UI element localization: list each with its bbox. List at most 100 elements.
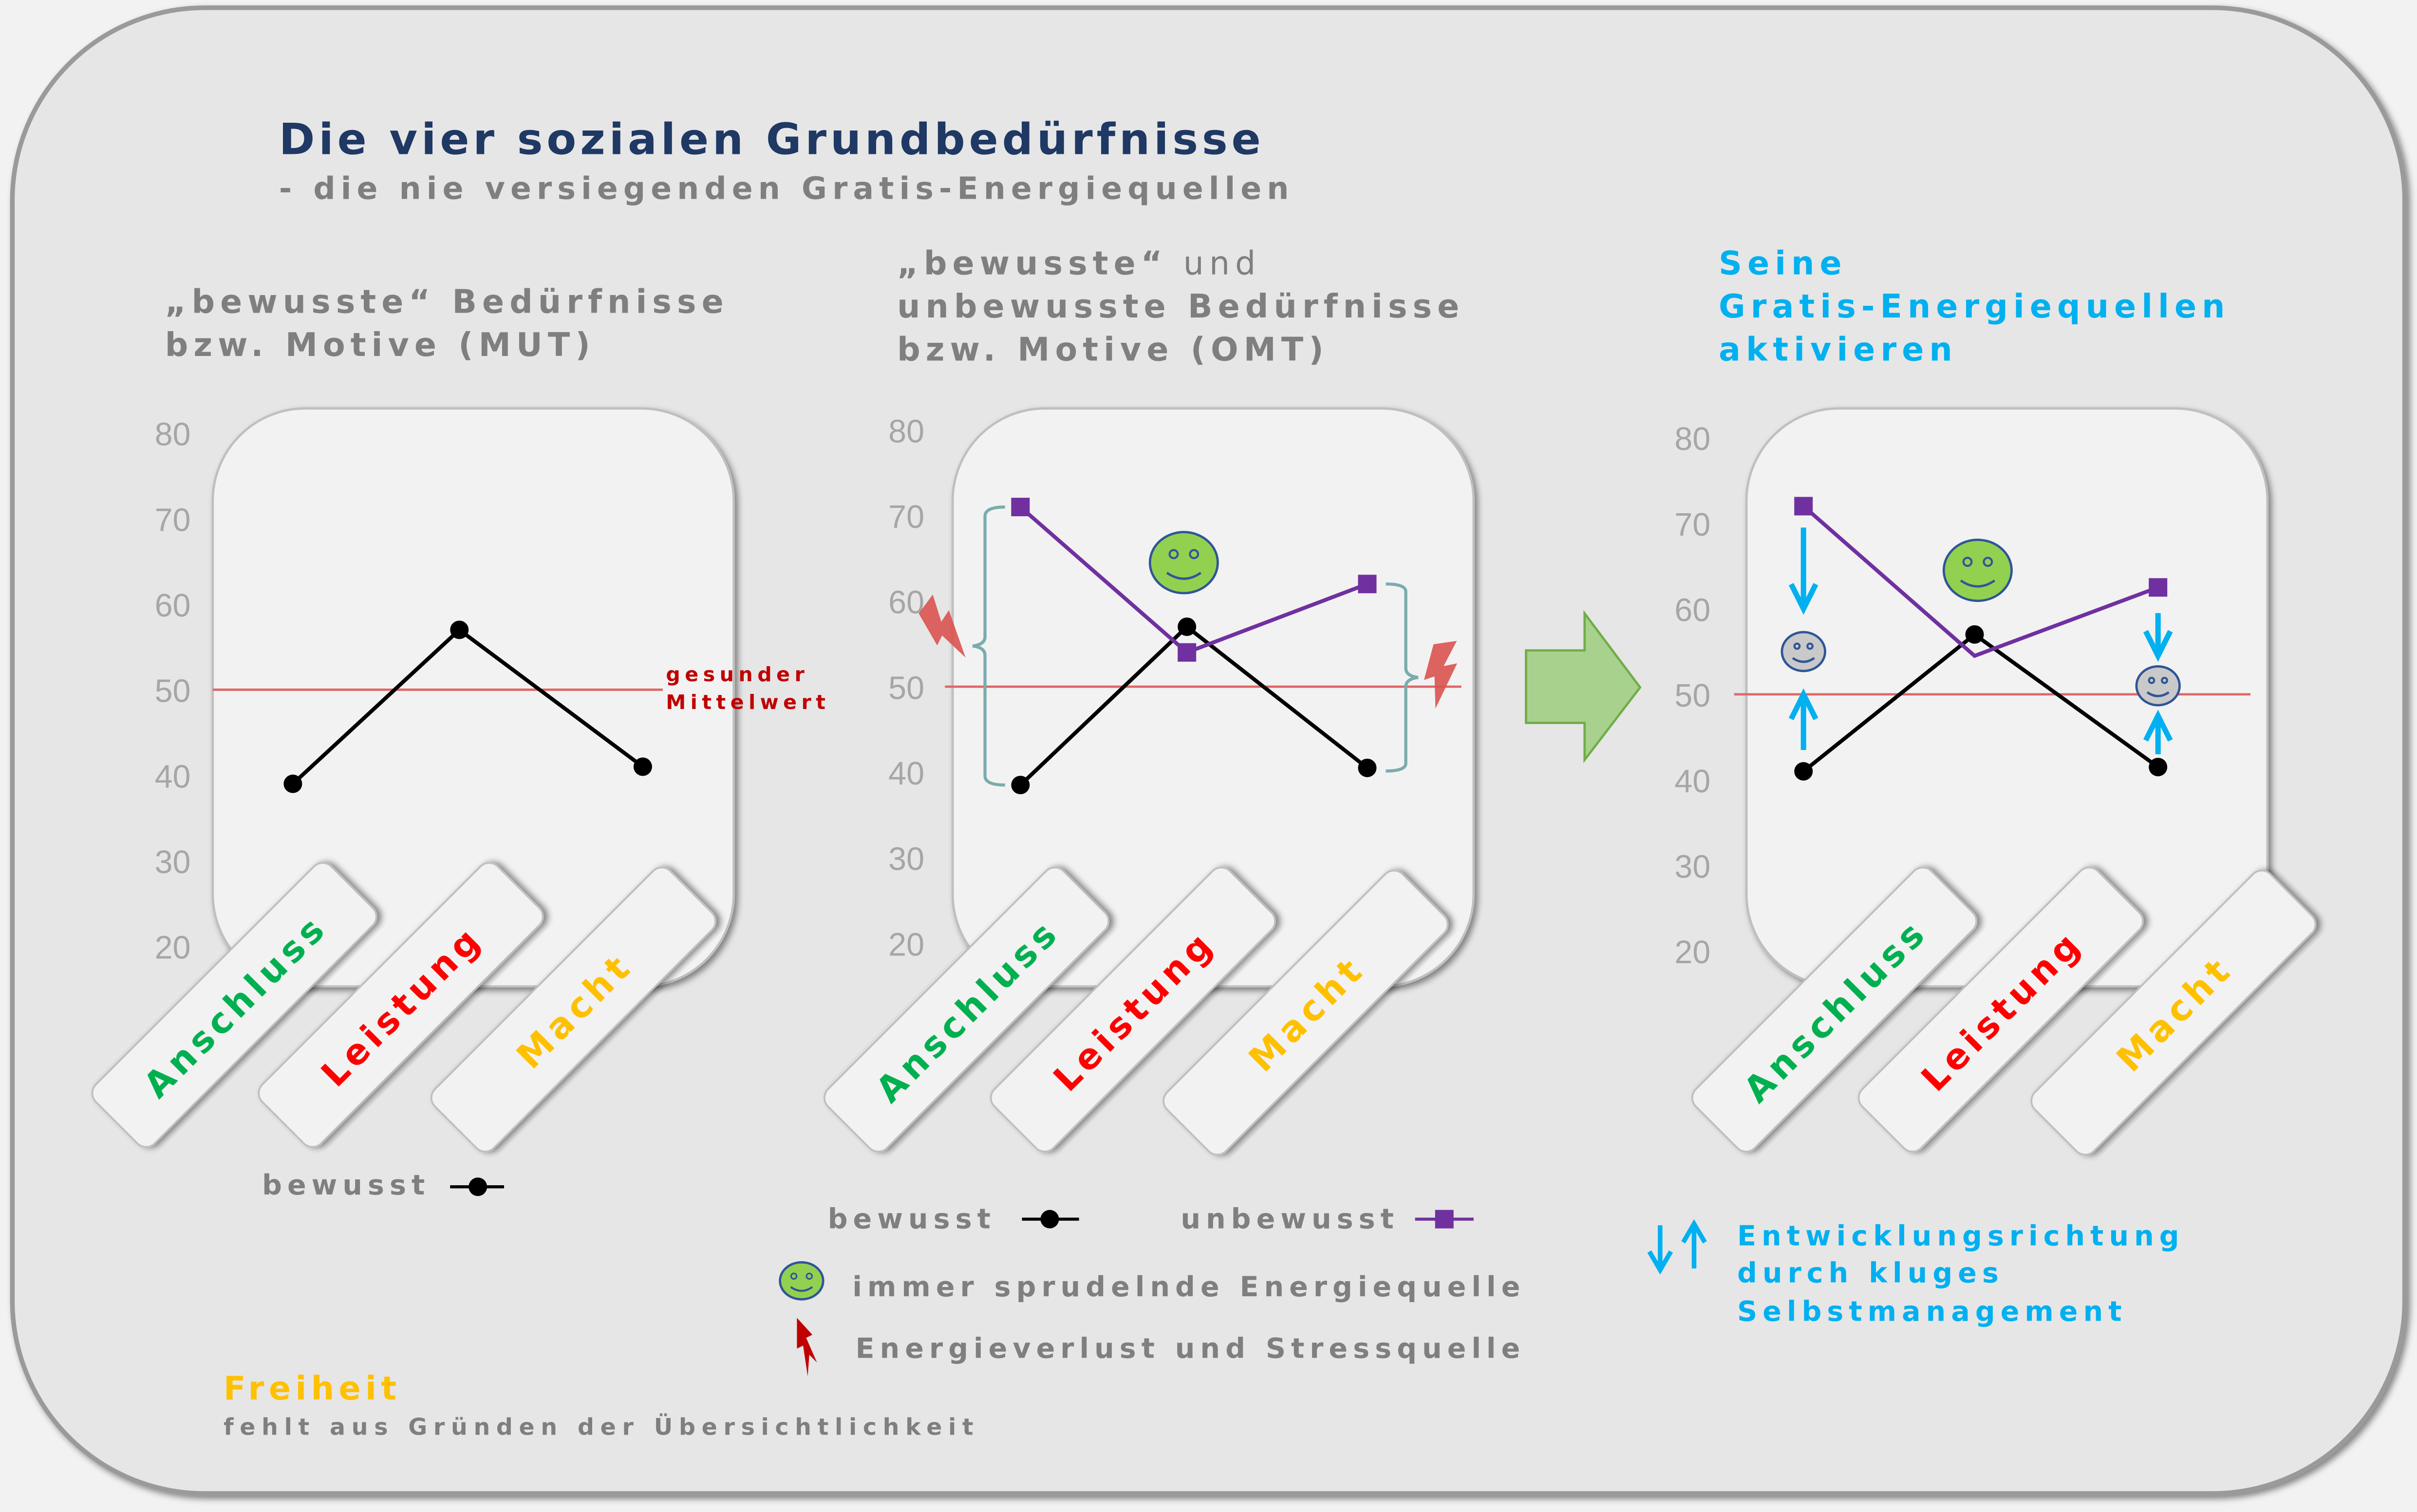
smiley-eye [1806, 642, 1814, 650]
chart3-ytick-label: 20 [1674, 934, 1710, 971]
chart1-ytick-label: 20 [155, 930, 191, 966]
panel2-heading-line2: unbewusste Bedürfnisse [897, 287, 1464, 325]
category-card-bg [1162, 869, 1449, 1156]
chart2-ytick-label: 50 [888, 670, 924, 706]
smiley-face [1780, 631, 1826, 672]
chart3-ytick-label: 50 [1674, 678, 1710, 714]
smiley-icon [779, 1261, 824, 1301]
smiley-face [1148, 531, 1219, 595]
smiley-eye [1962, 557, 1973, 567]
legend1-bewusst-label: bewusst [262, 1169, 430, 1201]
chart2-ytick-label: 80 [888, 413, 924, 449]
smiley-mouth [1792, 657, 1815, 663]
category-card-bg [2030, 869, 2317, 1156]
smiley-eye [2148, 676, 2155, 684]
chart3-bewusst-point-anschluss [1794, 762, 1813, 781]
chart3-energy-smiley-icon [1942, 539, 2013, 602]
chart2-ytick-label: 20 [888, 927, 924, 963]
smiley-mouth [2146, 691, 2170, 697]
chart2-left-brace [972, 505, 1005, 787]
panel1-heading-line1: „bewusste“ Bedürfnisse [165, 283, 729, 321]
smiley-face [1942, 539, 2013, 602]
chart1-ytick-label: 30 [155, 844, 191, 880]
legend2-bewusst-label: bewusst [828, 1203, 996, 1235]
smiley-mouth [1166, 572, 1202, 580]
category-card-bg [824, 866, 1110, 1153]
chart3-ytick-label: 30 [1674, 849, 1710, 885]
chart2-unbewusst-point-leistung [1178, 643, 1197, 662]
chart3-bewusst-point-macht [2149, 758, 2168, 777]
legend3-line2: durch kluges [1737, 1257, 2004, 1289]
lightning-icon-anschluss [918, 595, 966, 658]
category-card-bg [990, 866, 1276, 1153]
legend2-unbewusst-marker [1415, 1210, 1474, 1229]
chart2-ytick-label: 40 [888, 756, 924, 792]
mittelwert-label-line1: gesunder [666, 663, 809, 686]
chart3-target-smiley-icon-macht [2135, 665, 2181, 707]
legend3-line1: Entwicklungsrichtung [1737, 1220, 2184, 1252]
chart3-category-card-macht: Macht [2030, 869, 2317, 1156]
development-arrows-icon [1647, 1219, 1707, 1275]
chart3-bewusst-point-leistung [1965, 625, 1984, 644]
freiheit-note: fehlt aus Gründen der Übersichtlichkeit [224, 1413, 979, 1441]
legend2-bewusst-marker [1022, 1210, 1079, 1229]
lightning-icon-macht [1424, 641, 1458, 709]
chart3-ytick-label: 70 [1674, 507, 1710, 543]
chart3-unbewusst-point-anschluss [1794, 497, 1813, 516]
up-arrow-icon-anschluss [1788, 688, 1818, 750]
arrow-head [1788, 583, 1818, 615]
smiley-eye [2161, 676, 2168, 684]
category-card-bg [91, 862, 377, 1148]
chart1-ytick-label: 80 [155, 417, 191, 453]
category-card-bg [258, 862, 544, 1148]
panel2-heading-normal: und [1168, 244, 1261, 282]
legend2-unbewusst-label: unbewusst [1181, 1203, 1399, 1235]
panel3-heading-line2: Gratis-Energiequellen [1719, 287, 2230, 325]
chart1-ytick-label: 40 [155, 759, 191, 795]
chart2-unbewusst-point-macht [1358, 575, 1377, 594]
chart2-unbewusst-point-anschluss [1011, 498, 1030, 517]
chart3-series-unbewusst-line [1802, 504, 2159, 658]
smiley-eye [1168, 549, 1179, 560]
chart2-bewusst-point-leistung [1178, 617, 1197, 636]
arrow-head [1788, 688, 1818, 721]
down-arrow-icon-anschluss [1788, 527, 1818, 615]
chart2-energy-smiley-icon [1148, 531, 1219, 595]
chart1-ytick-label: 60 [155, 588, 191, 624]
page-subtitle: - die nie versiegenden Gratis-Energieque… [279, 170, 1294, 206]
smiley-eye [1983, 557, 1993, 567]
page-title: Die vier sozialen Grundbedürfnisse [279, 114, 1265, 165]
smiley-mouth [1960, 579, 1996, 588]
category-card-bg [430, 866, 717, 1153]
arrow-head [2143, 709, 2173, 742]
chart1-bewusst-point-anschluss [283, 774, 302, 793]
panel3-heading-line3: aktivieren [1719, 331, 1958, 369]
chart2-ytick-label: 70 [888, 499, 924, 535]
chart1-bewusst-point-macht [633, 757, 652, 776]
chart2-bewusst-point-anschluss [1011, 776, 1030, 795]
arrow-head [2143, 630, 2173, 662]
chart2-ytick-label: 30 [888, 841, 924, 877]
chart1-category-card-macht: Macht [430, 866, 717, 1153]
smiley-eye [1189, 549, 1199, 560]
up-arrow-icon-macht [2143, 709, 2173, 754]
panel3-heading-line1: Seine [1719, 244, 1847, 282]
smiley-eye [1793, 642, 1801, 650]
mittelwert-label-line2: Mittelwert [666, 691, 830, 714]
legend2-smiley-label: immer sprudelnde Energiequelle [852, 1271, 1525, 1303]
panel1-heading-line2: bzw. Motive (MUT) [165, 326, 596, 364]
chart1-ytick-label: 70 [155, 502, 191, 538]
chart3-target-smiley-icon-anschluss [1780, 631, 1826, 672]
chart3-ytick-label: 40 [1674, 764, 1710, 800]
category-card-bg [1691, 866, 1978, 1153]
panel2-heading-line1: „bewusste“ und [897, 244, 1261, 282]
chart3-ytick-label: 60 [1674, 593, 1710, 629]
chart1-bewusst-point-leistung [450, 620, 469, 639]
panel2-heading-line3: bzw. Motive (OMT) [897, 331, 1329, 369]
chart3-plot-area [1745, 407, 2269, 988]
smiley-face [2135, 665, 2181, 707]
freiheit-label: Freiheit [224, 1369, 401, 1407]
lightning-icon [797, 1318, 817, 1377]
chart3-unbewusst-point-macht [2149, 578, 2168, 597]
